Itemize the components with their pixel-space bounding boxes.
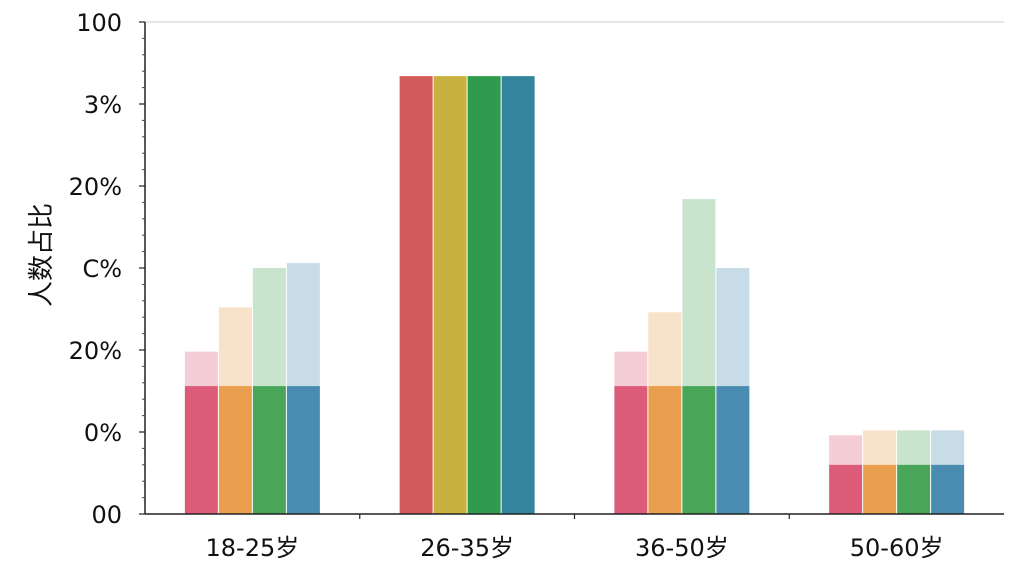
faded-bar-segment xyxy=(252,268,286,387)
bar xyxy=(829,464,863,514)
bar xyxy=(716,386,750,514)
y-tick-label: 0% xyxy=(84,419,122,447)
bar xyxy=(863,464,897,514)
bar xyxy=(897,464,931,514)
bar xyxy=(433,76,467,515)
faded-bar-segment xyxy=(218,307,252,387)
y-tick-label: 00 xyxy=(91,501,122,529)
x-tick-label: 50-60岁 xyxy=(850,534,944,562)
bar xyxy=(648,386,682,514)
labels-layer: 18-25岁 26-35岁 36-50岁 50-60岁 00 0% 20% C% 20% 3% 10… xyxy=(69,9,944,562)
bar xyxy=(184,386,218,514)
faded-bar-segment xyxy=(648,312,682,387)
bar xyxy=(467,76,501,515)
y-axis-title: 人数占比 xyxy=(27,203,57,307)
bar xyxy=(286,386,320,514)
ticks-layer xyxy=(139,21,790,519)
y-tick-label: C% xyxy=(82,255,122,283)
bar xyxy=(614,386,648,514)
bar xyxy=(252,386,286,514)
faded-bar-segment xyxy=(184,351,218,387)
faded-bar-segment xyxy=(716,268,750,387)
bars-layer xyxy=(184,76,965,515)
bar xyxy=(399,76,433,515)
bar xyxy=(682,386,716,514)
faded-bar-segment xyxy=(897,430,931,465)
faded-bar-segment xyxy=(931,430,965,465)
faded-bar-segment xyxy=(829,435,863,465)
x-tick-label: 26-35岁 xyxy=(420,534,514,562)
faded-bar-segment xyxy=(614,351,648,387)
faded-bar-segment xyxy=(682,199,716,387)
faded-bar-segment xyxy=(863,430,897,465)
y-tick-label: 20% xyxy=(69,337,122,365)
bar xyxy=(218,386,252,514)
bar xyxy=(501,76,535,515)
y-tick-label: 100 xyxy=(76,9,122,37)
bar xyxy=(931,464,965,514)
x-tick-label: 36-50岁 xyxy=(635,534,729,562)
y-tick-label: 3% xyxy=(84,91,122,119)
x-tick-label: 18-25岁 xyxy=(206,534,300,562)
faded-bar-segment xyxy=(286,263,320,387)
y-tick-label: 20% xyxy=(69,173,122,201)
